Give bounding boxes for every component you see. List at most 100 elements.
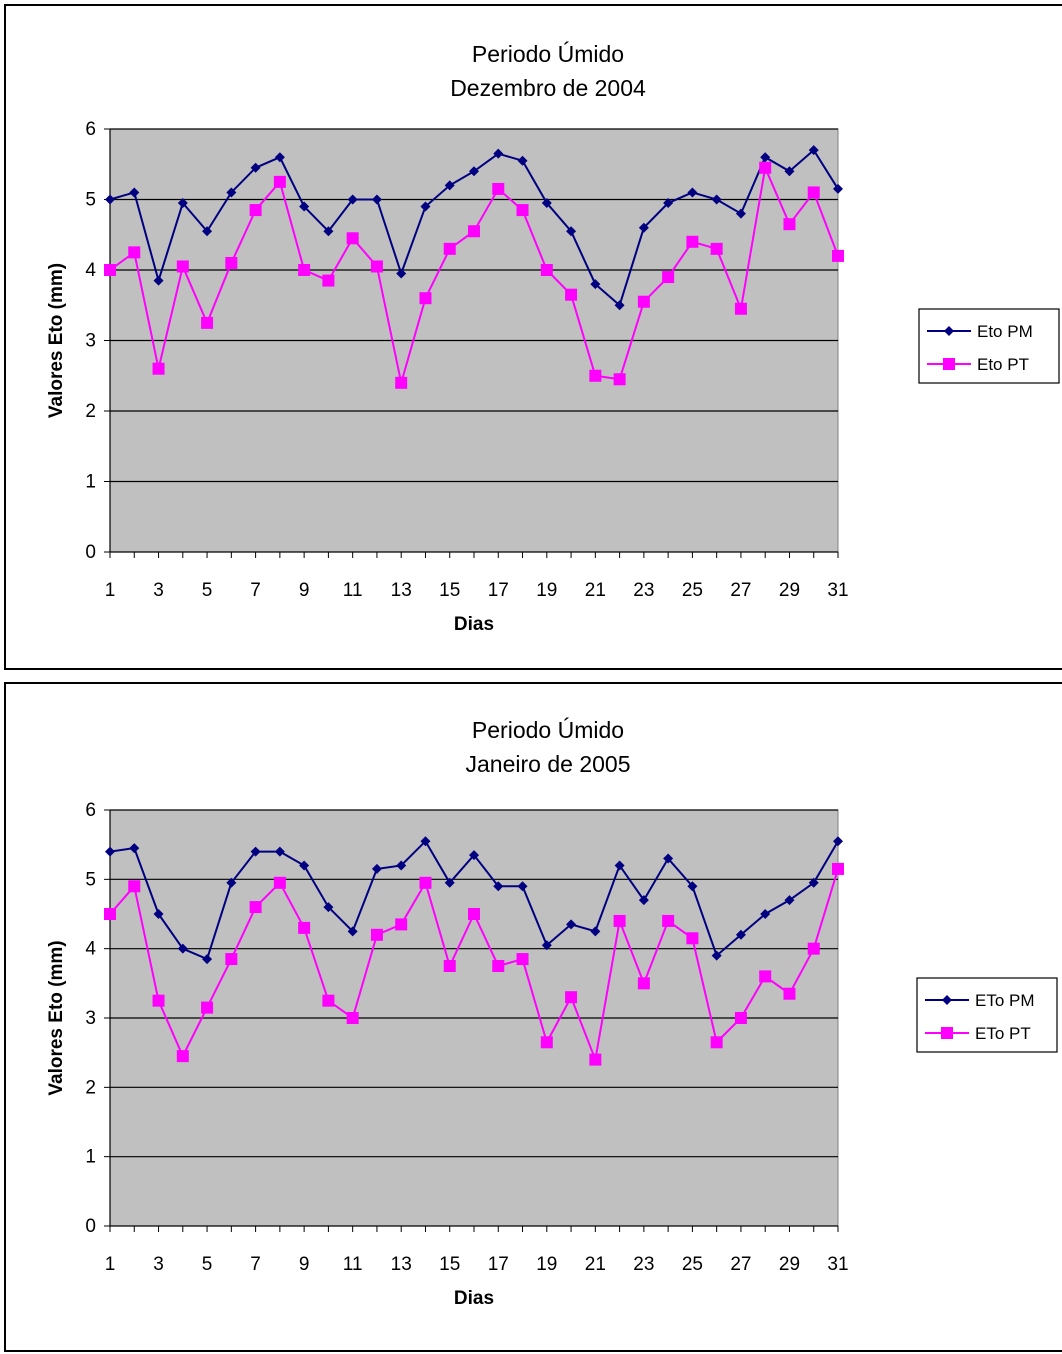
x-tick-label: 19 <box>536 1254 557 1275</box>
x-tick-label: 9 <box>299 580 310 601</box>
y-tick-label: 0 <box>85 1216 96 1237</box>
x-tick-label: 21 <box>585 1254 606 1275</box>
x-tick-label: 1 <box>105 580 116 601</box>
data-point-pm <box>153 909 164 919</box>
x-tick-label: 25 <box>682 580 703 601</box>
data-point-pm <box>129 843 140 854</box>
data-point-pt <box>516 204 529 217</box>
x-tick-label: 23 <box>633 1254 654 1275</box>
data-point-pt <box>832 249 844 262</box>
data-point-pm <box>614 300 625 311</box>
y-axis-title: Valores Eto (mm) <box>46 263 67 418</box>
data-point-pt <box>565 288 578 301</box>
data-point-pm <box>493 881 504 892</box>
data-point-pt <box>783 987 796 1000</box>
y-tick-label: 5 <box>85 190 96 211</box>
data-point-pt <box>273 876 286 889</box>
data-point-pt <box>176 1050 189 1063</box>
y-tick-label: 5 <box>85 869 96 890</box>
data-point-pt <box>516 953 529 966</box>
x-tick-label: 5 <box>202 580 213 601</box>
data-point-pm <box>250 846 261 857</box>
data-point-pm <box>323 226 334 237</box>
data-point-pm <box>517 155 528 166</box>
data-point-pt <box>686 235 699 248</box>
data-point-pm <box>784 166 795 177</box>
data-point-pm <box>226 877 237 888</box>
data-point-pm <box>566 919 577 930</box>
x-tick-label: 27 <box>730 580 751 601</box>
data-point-pt <box>225 256 238 269</box>
data-point-pm <box>177 943 188 954</box>
chart-janeiro-2005: Periodo Úmido Janeiro de 2005 0 1 2 3 4 5 6 1 3 5 7 9… <box>4 682 1062 1352</box>
data-point-pt <box>249 901 262 914</box>
data-point-pm <box>444 877 455 888</box>
data-point-pm <box>808 877 819 888</box>
data-point-pt <box>419 292 432 305</box>
y-tick-label: 2 <box>85 1077 96 1098</box>
data-point-pt <box>201 316 214 329</box>
data-point-pm <box>784 895 795 906</box>
data-point-pt <box>807 942 820 955</box>
data-point-pm <box>299 860 310 871</box>
data-point-pt <box>443 242 456 255</box>
data-point-pm <box>735 208 746 219</box>
x-tick-label: 29 <box>779 580 800 601</box>
data-point-pm <box>420 836 431 847</box>
data-point-pm <box>323 902 334 913</box>
data-point-pm <box>396 268 407 279</box>
data-point-pt <box>807 186 820 199</box>
x-tick-label: 7 <box>250 580 261 601</box>
data-point-pt <box>104 908 116 920</box>
legend-marker <box>943 358 955 370</box>
x-tick-label: 5 <box>202 1254 213 1275</box>
x-tick-label: 21 <box>585 580 606 601</box>
data-point-pm <box>105 846 115 857</box>
data-point-pm <box>250 162 261 173</box>
x-tick-label: 11 <box>343 1254 363 1275</box>
x-tick-label: 13 <box>391 1254 412 1275</box>
data-point-pt <box>759 970 772 983</box>
data-point-pt <box>370 260 383 273</box>
data-point-pt <box>540 1036 553 1049</box>
data-point-pm <box>226 187 237 198</box>
data-point-pm <box>541 198 552 209</box>
data-point-pm <box>444 180 455 191</box>
data-point-pt <box>273 175 286 188</box>
data-point-pm <box>808 145 819 156</box>
x-axis-title: Dias <box>454 614 494 635</box>
data-point-pm <box>735 929 746 940</box>
x-tick-label: 31 <box>827 580 848 601</box>
data-point-pm <box>347 194 358 205</box>
x-tick-label: 15 <box>439 1254 460 1275</box>
data-point-pm <box>347 926 358 937</box>
data-point-pt <box>662 914 675 927</box>
data-point-pt <box>734 302 747 315</box>
chart-title: Periodo Úmido <box>472 41 624 67</box>
x-tick-label: 11 <box>343 580 363 601</box>
data-point-pt <box>565 991 578 1004</box>
chart-subtitle: Dezembro de 2004 <box>450 75 646 101</box>
data-point-pt <box>395 918 408 931</box>
data-point-pm <box>129 187 140 198</box>
data-point-pm <box>202 226 213 237</box>
data-point-pm <box>469 850 479 861</box>
y-tick-label: 6 <box>85 119 96 140</box>
x-tick-label: 3 <box>153 580 164 601</box>
data-point-pm <box>153 275 164 286</box>
x-tick-label: 15 <box>439 580 460 601</box>
legend-marker <box>941 1027 953 1039</box>
data-point-pm <box>566 226 577 237</box>
data-point-pt <box>468 225 480 238</box>
data-point-pt <box>589 1053 602 1066</box>
x-tick-label: 13 <box>391 580 412 601</box>
data-point-pm <box>274 152 285 163</box>
data-point-pm <box>711 950 722 961</box>
data-point-pt <box>832 862 844 875</box>
data-point-pm <box>371 194 382 205</box>
data-point-pt <box>128 880 141 893</box>
x-tick-label: 19 <box>536 580 557 601</box>
data-point-pt <box>710 1036 723 1049</box>
chart-title: Periodo Úmido <box>472 717 624 743</box>
